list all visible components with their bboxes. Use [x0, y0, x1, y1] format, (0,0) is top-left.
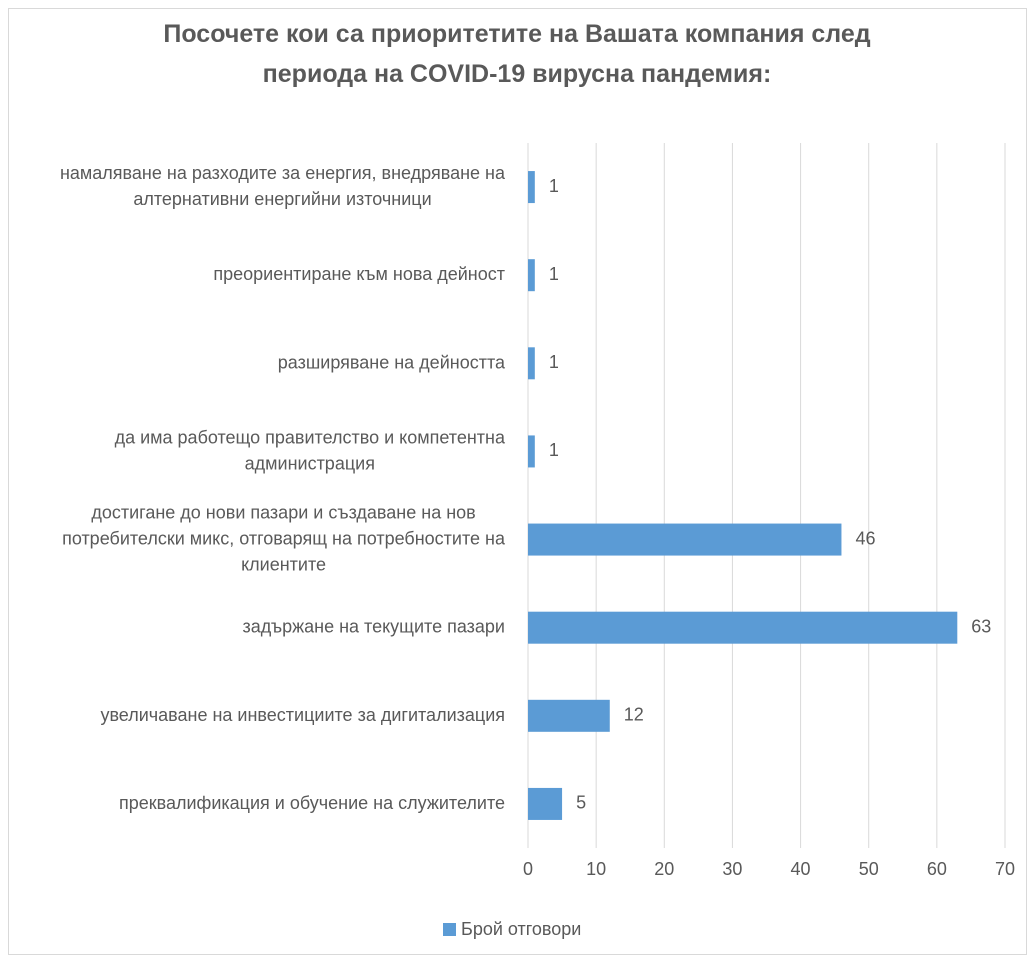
y-tick-label: достигане до нови пазари и създаване на … — [62, 502, 506, 574]
y-tick-label: увеличаване на инвестициите за дигитализ… — [100, 705, 505, 725]
x-tick-label: 50 — [859, 859, 879, 879]
data-label: 1 — [549, 176, 559, 196]
chart-title: Посочете кои са приоритетите на Вашата к… — [163, 20, 870, 88]
y-tick-label: преквалификация и обучение на служителит… — [119, 793, 505, 813]
data-label: 1 — [549, 440, 559, 460]
y-tick-label: да има работещо правителство и компетент… — [115, 427, 506, 473]
bar — [528, 347, 535, 380]
data-label: 1 — [549, 264, 559, 284]
legend-swatch — [443, 923, 456, 936]
y-tick-label: разширяване на дейността — [278, 352, 506, 372]
bar — [528, 523, 842, 556]
data-label: 63 — [971, 616, 991, 636]
data-label: 46 — [855, 528, 875, 548]
x-tick-label: 20 — [654, 859, 674, 879]
y-tick-label: преориентиране към нова дейност — [213, 264, 505, 284]
data-label: 5 — [576, 793, 586, 813]
bar — [528, 787, 563, 820]
x-tick-label: 70 — [995, 859, 1015, 879]
data-label: 12 — [624, 705, 644, 725]
x-tick-label: 60 — [927, 859, 947, 879]
bar — [528, 259, 535, 292]
x-tick-label: 30 — [722, 859, 742, 879]
x-tick-label: 10 — [586, 859, 606, 879]
x-tick-label: 40 — [791, 859, 811, 879]
data-label: 1 — [549, 352, 559, 372]
chart-border — [8, 8, 1027, 955]
bar — [528, 435, 535, 468]
bar — [528, 171, 535, 204]
y-tick-label: намаляване на разходите за енергия, внед… — [60, 163, 506, 209]
bar — [528, 699, 610, 732]
bar — [528, 611, 958, 644]
x-tick-label: 0 — [523, 859, 533, 879]
y-tick-label: задържане на текущите пазари — [242, 616, 505, 636]
legend-label: Брой отговори — [461, 919, 581, 939]
